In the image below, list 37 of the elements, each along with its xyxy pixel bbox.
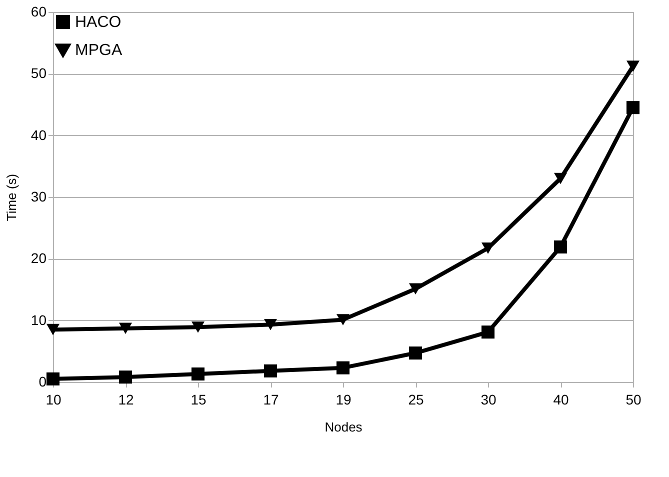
y-tick-label: 0 (38, 374, 47, 390)
x-tick-label: 15 (190, 392, 206, 408)
point (481, 326, 495, 339)
x-tick-label: 30 (480, 392, 496, 408)
point (626, 60, 640, 72)
x-tick-label: 12 (118, 392, 134, 408)
point (408, 283, 422, 295)
point (118, 370, 132, 384)
x-tick-label: 40 (553, 392, 569, 408)
point (336, 314, 350, 326)
y-tick-label: 30 (30, 188, 47, 204)
point (46, 372, 60, 386)
point (191, 321, 205, 333)
point (118, 322, 132, 334)
y-tick-label: 20 (30, 250, 47, 266)
point (554, 172, 568, 184)
y-tick-label: 10 (30, 312, 47, 328)
x-tick-label: 50 (626, 392, 642, 408)
point (626, 101, 640, 114)
x-axis-title: Nodes (324, 420, 363, 434)
point (554, 240, 568, 254)
point (264, 319, 278, 330)
x-tick-label: 10 (46, 392, 62, 408)
point (336, 361, 350, 374)
x-tick-label: 17 (263, 392, 279, 408)
y-axis-title: Time (s) (4, 174, 19, 222)
y-tick-label: 60 (30, 4, 47, 20)
y-tick-label: 40 (30, 126, 47, 143)
point (264, 364, 278, 378)
y-tick-label: 50 (30, 65, 47, 82)
point (408, 346, 422, 360)
legend-label: MPGA (75, 42, 122, 59)
x-tick-label: 19 (336, 392, 352, 408)
legend-label: HACO (75, 14, 122, 31)
point (191, 367, 205, 380)
point (46, 324, 60, 336)
x-tick-label: 25 (408, 392, 424, 408)
